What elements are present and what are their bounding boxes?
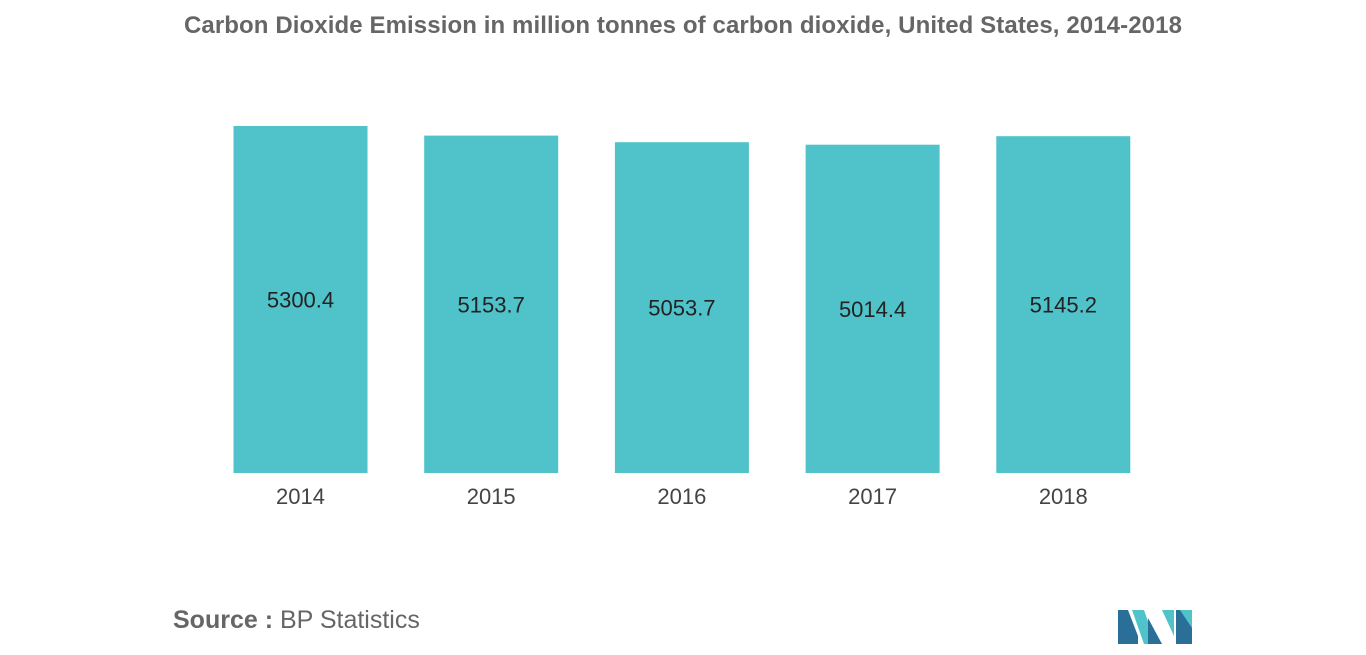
x-axis-ticks-group: 2014 2015 2016 2017 2018 bbox=[276, 484, 1088, 509]
source-note: Source : BP Statistics bbox=[173, 606, 420, 635]
x-tick-label-2014: 2014 bbox=[276, 484, 325, 509]
x-tick-label-2018: 2018 bbox=[1039, 484, 1088, 509]
bar-2014 bbox=[233, 126, 368, 473]
source-value: BP Statistics bbox=[279, 606, 420, 634]
bar-value-label-2018: 5145.2 bbox=[1030, 293, 1097, 318]
bar-labels-group: 5300.4 5153.7 5053.7 5014.4 5145.2 bbox=[267, 288, 1097, 322]
chart-title: Carbon Dioxide Emission in million tonne… bbox=[183, 12, 1183, 39]
bar-value-label-2014: 5300.4 bbox=[267, 288, 334, 313]
source-key: Source : bbox=[173, 606, 274, 634]
bar-2015 bbox=[424, 135, 559, 473]
mordor-intelligence-logo-icon bbox=[1118, 610, 1192, 644]
bar-2016 bbox=[614, 142, 749, 473]
bar-chart: 5300.4 5153.7 5053.7 5014.4 5145.2 2014 2015 2… bbox=[233, 126, 1131, 509]
bar-value-label-2017: 5014.4 bbox=[839, 297, 906, 322]
x-tick-label-2016: 2016 bbox=[657, 484, 706, 509]
bar-value-label-2016: 5053.7 bbox=[648, 296, 715, 321]
bar-2018 bbox=[996, 136, 1131, 473]
bars-group bbox=[233, 126, 1131, 473]
bar-2017 bbox=[805, 144, 940, 473]
bar-value-label-2015: 5153.7 bbox=[458, 292, 525, 317]
x-tick-label-2017: 2017 bbox=[848, 484, 897, 509]
x-tick-label-2015: 2015 bbox=[467, 484, 516, 509]
